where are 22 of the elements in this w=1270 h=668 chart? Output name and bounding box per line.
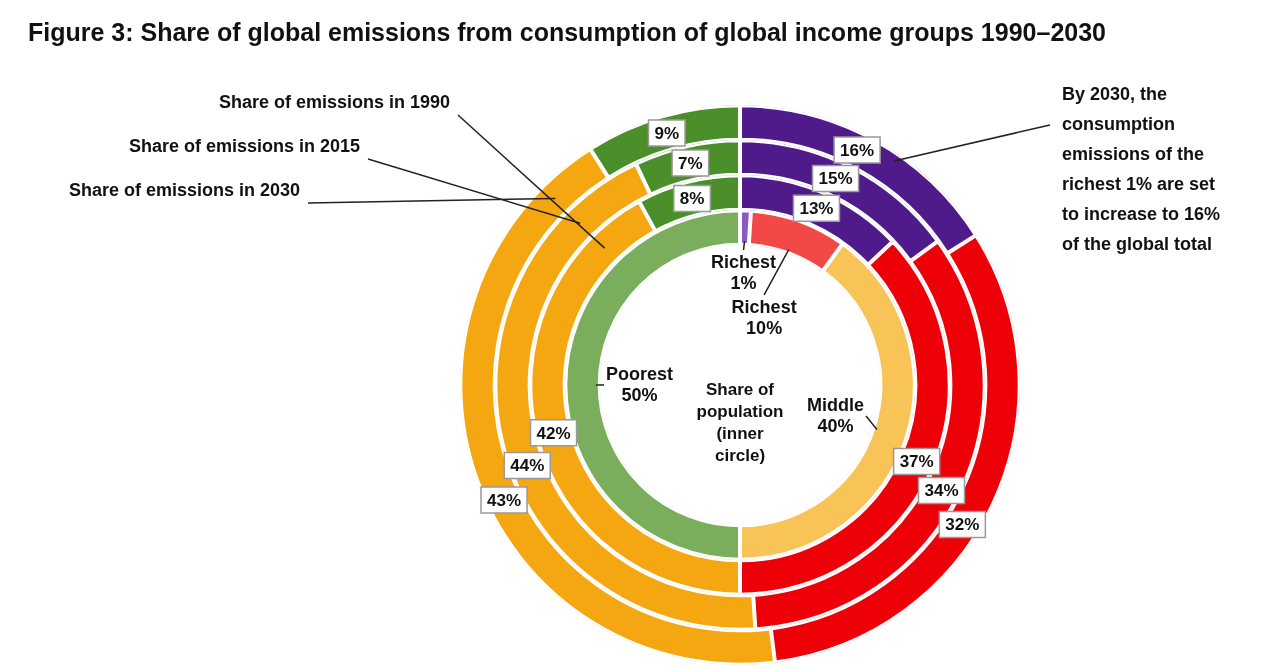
data-label: 13% xyxy=(799,199,834,219)
slice-label: Share of population (inner circle) xyxy=(696,379,784,465)
data-label: 42% xyxy=(536,423,571,443)
text: By 2030, the consumption emissions of the richest 1% are set to increase to 16% of the global total xyxy=(1062,83,1221,254)
data-label: 32% xyxy=(945,515,980,535)
slice-label: Middle 40% xyxy=(806,395,864,436)
data-label: 15% xyxy=(818,169,853,189)
data-label: 43% xyxy=(487,490,522,510)
data-label: 9% xyxy=(654,123,680,143)
chart-title: Figure 3: Share of global emissions from consumption of global income groups 1990–2030 xyxy=(28,18,1107,47)
data-label: 8% xyxy=(679,189,705,209)
slice-label: Richest 1% xyxy=(711,252,777,294)
slice-label: Share of emissions in 1990 xyxy=(218,91,450,112)
slice-label: Poorest 50% xyxy=(605,363,674,405)
data-label: 16% xyxy=(840,140,875,160)
data-label: 34% xyxy=(924,481,959,501)
data-label: 37% xyxy=(899,452,934,472)
slice-label: Richest 10% xyxy=(731,296,797,338)
slice-label: Share of emissions in 2015 xyxy=(128,135,360,156)
data-label: 7% xyxy=(678,153,703,173)
slice-label: Share of emissions in 2030 xyxy=(68,179,300,200)
data-label: 44% xyxy=(510,456,545,476)
